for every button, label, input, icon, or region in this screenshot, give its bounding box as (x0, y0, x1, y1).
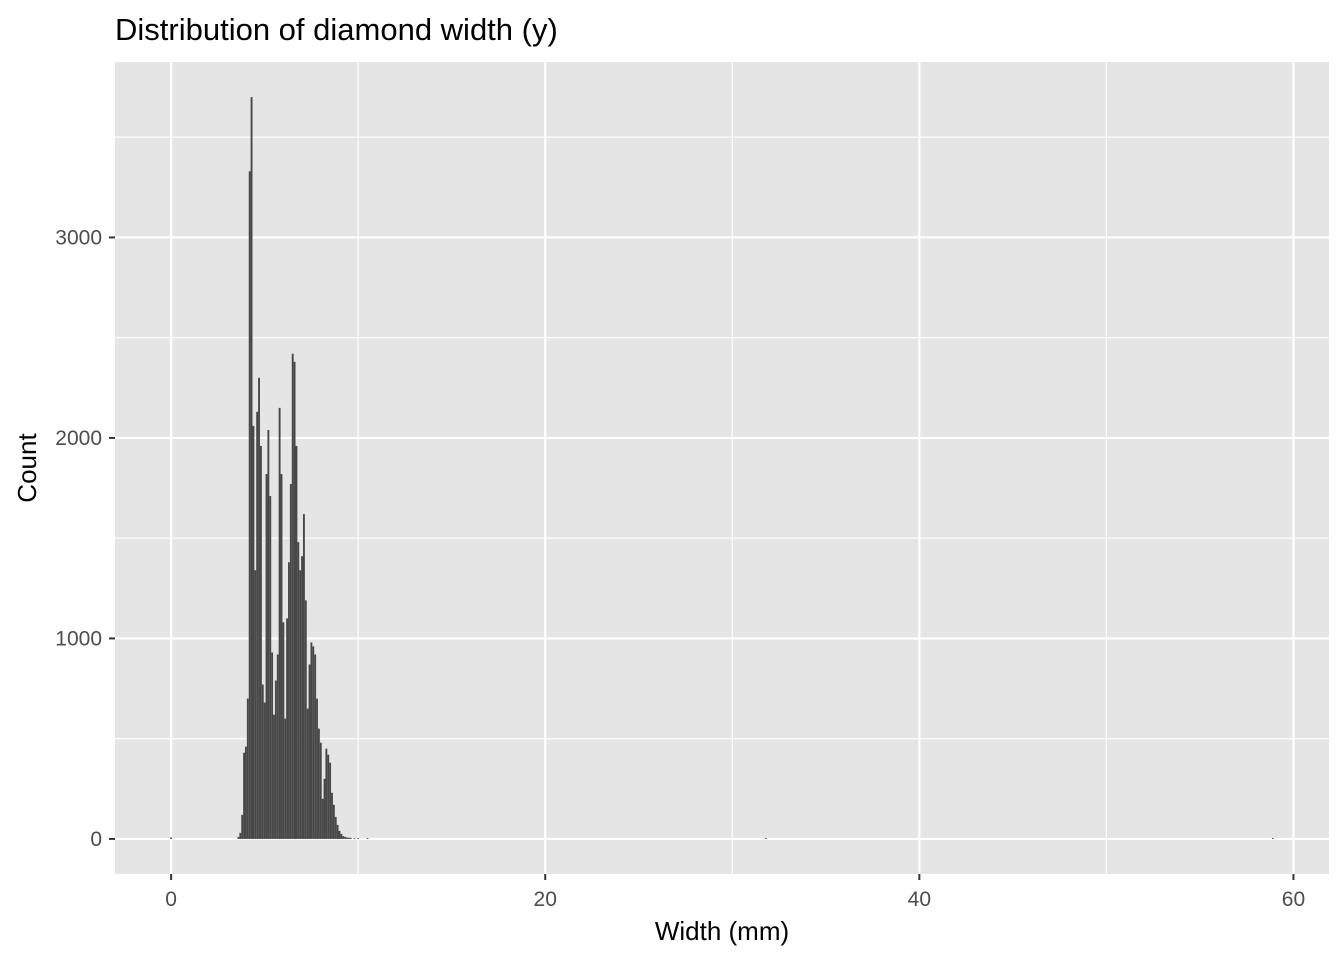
histogram-bar (288, 562, 290, 839)
histogram-bar (265, 474, 268, 839)
histogram-bar (346, 837, 348, 839)
histogram-bar (254, 570, 257, 839)
histogram-bar (349, 837, 352, 839)
x-tick-label: 0 (165, 888, 177, 911)
histogram-bar (258, 377, 260, 839)
histogram-bar (252, 425, 255, 839)
y-axis-title: Count (12, 433, 42, 503)
grid-lines (115, 62, 1329, 874)
histogram-bar (314, 654, 317, 839)
histogram-bar (248, 171, 251, 839)
histogram-bar (325, 748, 328, 839)
histogram-bar (267, 429, 270, 839)
histogram-bar (332, 804, 335, 839)
histogram-bar (342, 836, 345, 839)
chart-title: Distribution of diamond width (y) (115, 12, 558, 47)
histogram-bar (284, 718, 287, 839)
histogram-bar (357, 838, 360, 839)
histogram-bar (319, 742, 322, 839)
histogram-bars (170, 97, 1274, 839)
histogram-bar (269, 496, 272, 839)
histogram-bar (329, 762, 332, 839)
histogram-bar (239, 832, 242, 839)
histogram-bar (302, 514, 305, 839)
histogram-bar (256, 411, 259, 839)
x-tick-label: 20 (534, 888, 557, 911)
histogram-bar (278, 407, 281, 839)
histogram-bar (289, 484, 292, 839)
histogram-bar (286, 618, 289, 839)
histogram-bar (271, 652, 274, 839)
histogram-bar (334, 816, 337, 839)
histogram-bar (304, 600, 307, 839)
histogram-bar (276, 654, 279, 839)
histogram-bar (246, 698, 249, 839)
axes: 0 20 40 60 0 1000 2000 3000 (55, 226, 1305, 911)
y-tick-label: 2000 (55, 427, 102, 450)
histogram-bar (323, 778, 326, 839)
histogram-bar (243, 752, 246, 839)
histogram-bar (353, 838, 356, 839)
histogram-bar (291, 353, 294, 839)
histogram-bar (297, 542, 300, 839)
histogram-bar (282, 622, 285, 839)
histogram-bar (338, 830, 341, 839)
histogram-bar (765, 838, 767, 839)
histogram-bar (331, 792, 333, 839)
histogram-bar (237, 836, 240, 839)
histogram-bar (241, 814, 244, 839)
histogram-bar (261, 684, 264, 839)
histogram-bar (293, 361, 296, 839)
histogram-bar (280, 474, 283, 839)
histogram-bar (170, 837, 173, 839)
histogram-bar (274, 680, 277, 839)
x-axis-title: Width (mm) (655, 916, 789, 946)
y-tick-label: 1000 (55, 627, 102, 650)
histogram-bar (299, 570, 302, 839)
histogram-bar (344, 836, 347, 839)
y-tick-label: 3000 (55, 226, 102, 249)
x-tick-label: 60 (1282, 888, 1305, 911)
histogram-bar (263, 702, 266, 839)
histogram-bar (340, 833, 343, 839)
histogram-bar (259, 445, 262, 839)
histogram-bar (250, 97, 253, 839)
x-tick-label: 40 (908, 888, 931, 911)
y-tick-label: 0 (90, 828, 102, 851)
histogram-bar (366, 838, 369, 839)
histogram-bar (301, 556, 303, 839)
histogram-bar (310, 642, 313, 839)
histogram-bar (336, 824, 339, 839)
histogram-bar (1271, 838, 1274, 839)
histogram-bar (295, 445, 298, 839)
histogram-bar (273, 714, 275, 839)
histogram-bar (308, 664, 311, 839)
histogram-bar (316, 698, 318, 839)
histogram-bar (306, 708, 309, 839)
histogram-bar (245, 746, 247, 839)
histogram-bar (312, 646, 315, 839)
histogram-bar (321, 798, 324, 839)
histogram-bar (317, 728, 320, 839)
histogram-bar (327, 754, 330, 839)
histogram-bar (347, 837, 350, 839)
